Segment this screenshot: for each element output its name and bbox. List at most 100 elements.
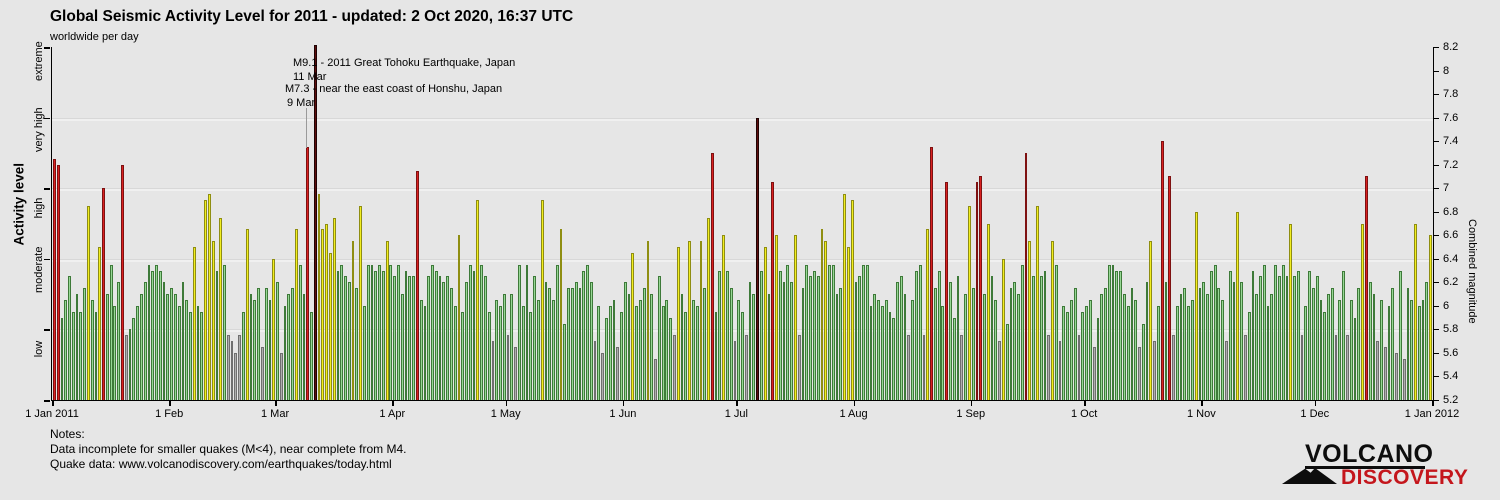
bar-day-116 [487,311,491,400]
bar-day-335 [1315,276,1319,400]
bar-day-56 [260,347,264,400]
bar-day-295 [1164,282,1168,400]
bar-day-19 [121,164,124,400]
bar-day-277 [1096,317,1100,400]
x-tick [52,400,54,406]
bar-day-41 [204,199,208,400]
bar-day-90 [389,264,393,400]
x-tick [275,400,277,406]
bar-day-173 [703,288,707,400]
bar-day-118 [495,299,499,400]
bar-day-339 [1330,288,1334,400]
bar-day-144 [593,341,597,400]
right-tick [1433,141,1439,143]
bar-day-319 [1255,294,1259,400]
bar-day-234 [933,288,937,400]
bar-day-12 [94,311,98,400]
bar-day-235 [937,270,941,400]
bar-day-27 [151,270,155,400]
bar-day-363 [1421,299,1425,400]
bar-day-276 [1092,347,1096,400]
bar-day-347 [1361,223,1364,400]
bar-day-280 [1107,264,1111,400]
bar-day-328 [1289,223,1293,400]
right-tick-label: 6.8 [1443,205,1459,218]
bar-day-303 [1194,211,1198,400]
bar-day-288 [1138,347,1141,400]
bar-day-231 [922,335,926,400]
bar-day-88 [381,270,385,400]
right-tick-label: 7.8 [1443,88,1459,101]
bar-day-140 [578,288,582,400]
bar-day-112 [472,270,476,400]
annotation-tohoku-date: 11 Mar [293,71,327,83]
bar-day-63 [287,294,291,400]
bar-day-57 [264,288,268,400]
bar-day-48 [230,341,234,400]
annotation-tohoku-text: M9.1 - 2011 Great Tohoku Earthquake, Jap… [293,57,516,69]
bar-day-16 [109,264,113,400]
left-tick [44,117,50,120]
bar-day-315 [1240,282,1243,400]
bar-day-96 [412,276,415,400]
plot-area [51,45,1434,401]
bar-day-324 [1274,264,1277,400]
bar-day-25 [143,282,147,400]
bar-day-247 [983,294,986,400]
bar-day-135 [559,229,563,400]
bar-day-29 [158,270,162,400]
bar-day-148 [608,305,612,400]
bar-day-5 [68,276,71,400]
bar-day-80 [351,241,355,400]
bar-day-42 [208,194,211,400]
bar-day-321 [1262,264,1266,400]
bar-day-129 [536,299,540,400]
bar-day-354 [1387,305,1391,400]
bar-day-35 [181,282,185,400]
bar-day-232 [926,229,930,400]
bar-day-222 [888,311,892,400]
bar-day-241 [960,335,964,400]
bar-day-115 [484,276,487,400]
volcanodiscovery-logo: VOLCANO DISCOVERY [1282,440,1492,496]
bar-day-250 [994,299,998,400]
bar-day-8 [79,311,83,400]
left-tick [44,329,50,331]
bar-day-198 [797,335,801,400]
right-tick [1433,329,1439,331]
bar-day-64 [291,288,294,400]
bar-day-191 [771,182,775,400]
bar-day-351 [1376,341,1380,400]
bar-day-79 [347,282,351,400]
bar-day-291 [1149,241,1153,400]
bar-day-55 [257,288,260,400]
right-tick-label: 5.6 [1443,346,1459,359]
bar-day-309 [1217,288,1221,400]
bar-day-238 [949,282,952,400]
right-tick-label: 5.4 [1443,370,1459,383]
bar-day-150 [616,347,620,400]
bar-day-94 [404,270,408,400]
right-tick [1433,211,1439,213]
bar-day-350 [1372,294,1376,400]
x-tick [1432,400,1434,406]
bar-day-306 [1206,294,1209,400]
gridline [52,258,1433,262]
bar-day-323 [1270,294,1274,400]
right-tick [1433,376,1439,378]
bar-day-201 [809,276,812,400]
bar-day-172 [699,241,703,400]
bar-day-113 [476,199,480,400]
bar-day-84 [366,264,370,400]
bar-day-81 [355,288,359,400]
bar-day-82 [359,205,363,400]
bar-day-337 [1323,311,1327,400]
bar-day-348 [1364,176,1368,400]
bar-day-265 [1051,241,1054,400]
x-tick-label: 1 Apr [379,408,406,420]
bar-day-9 [83,288,87,400]
right-tick-label: 5.2 [1443,394,1459,406]
bar-day-145 [597,305,601,400]
bar-day-44 [215,270,219,400]
bar-day-360 [1410,299,1414,400]
